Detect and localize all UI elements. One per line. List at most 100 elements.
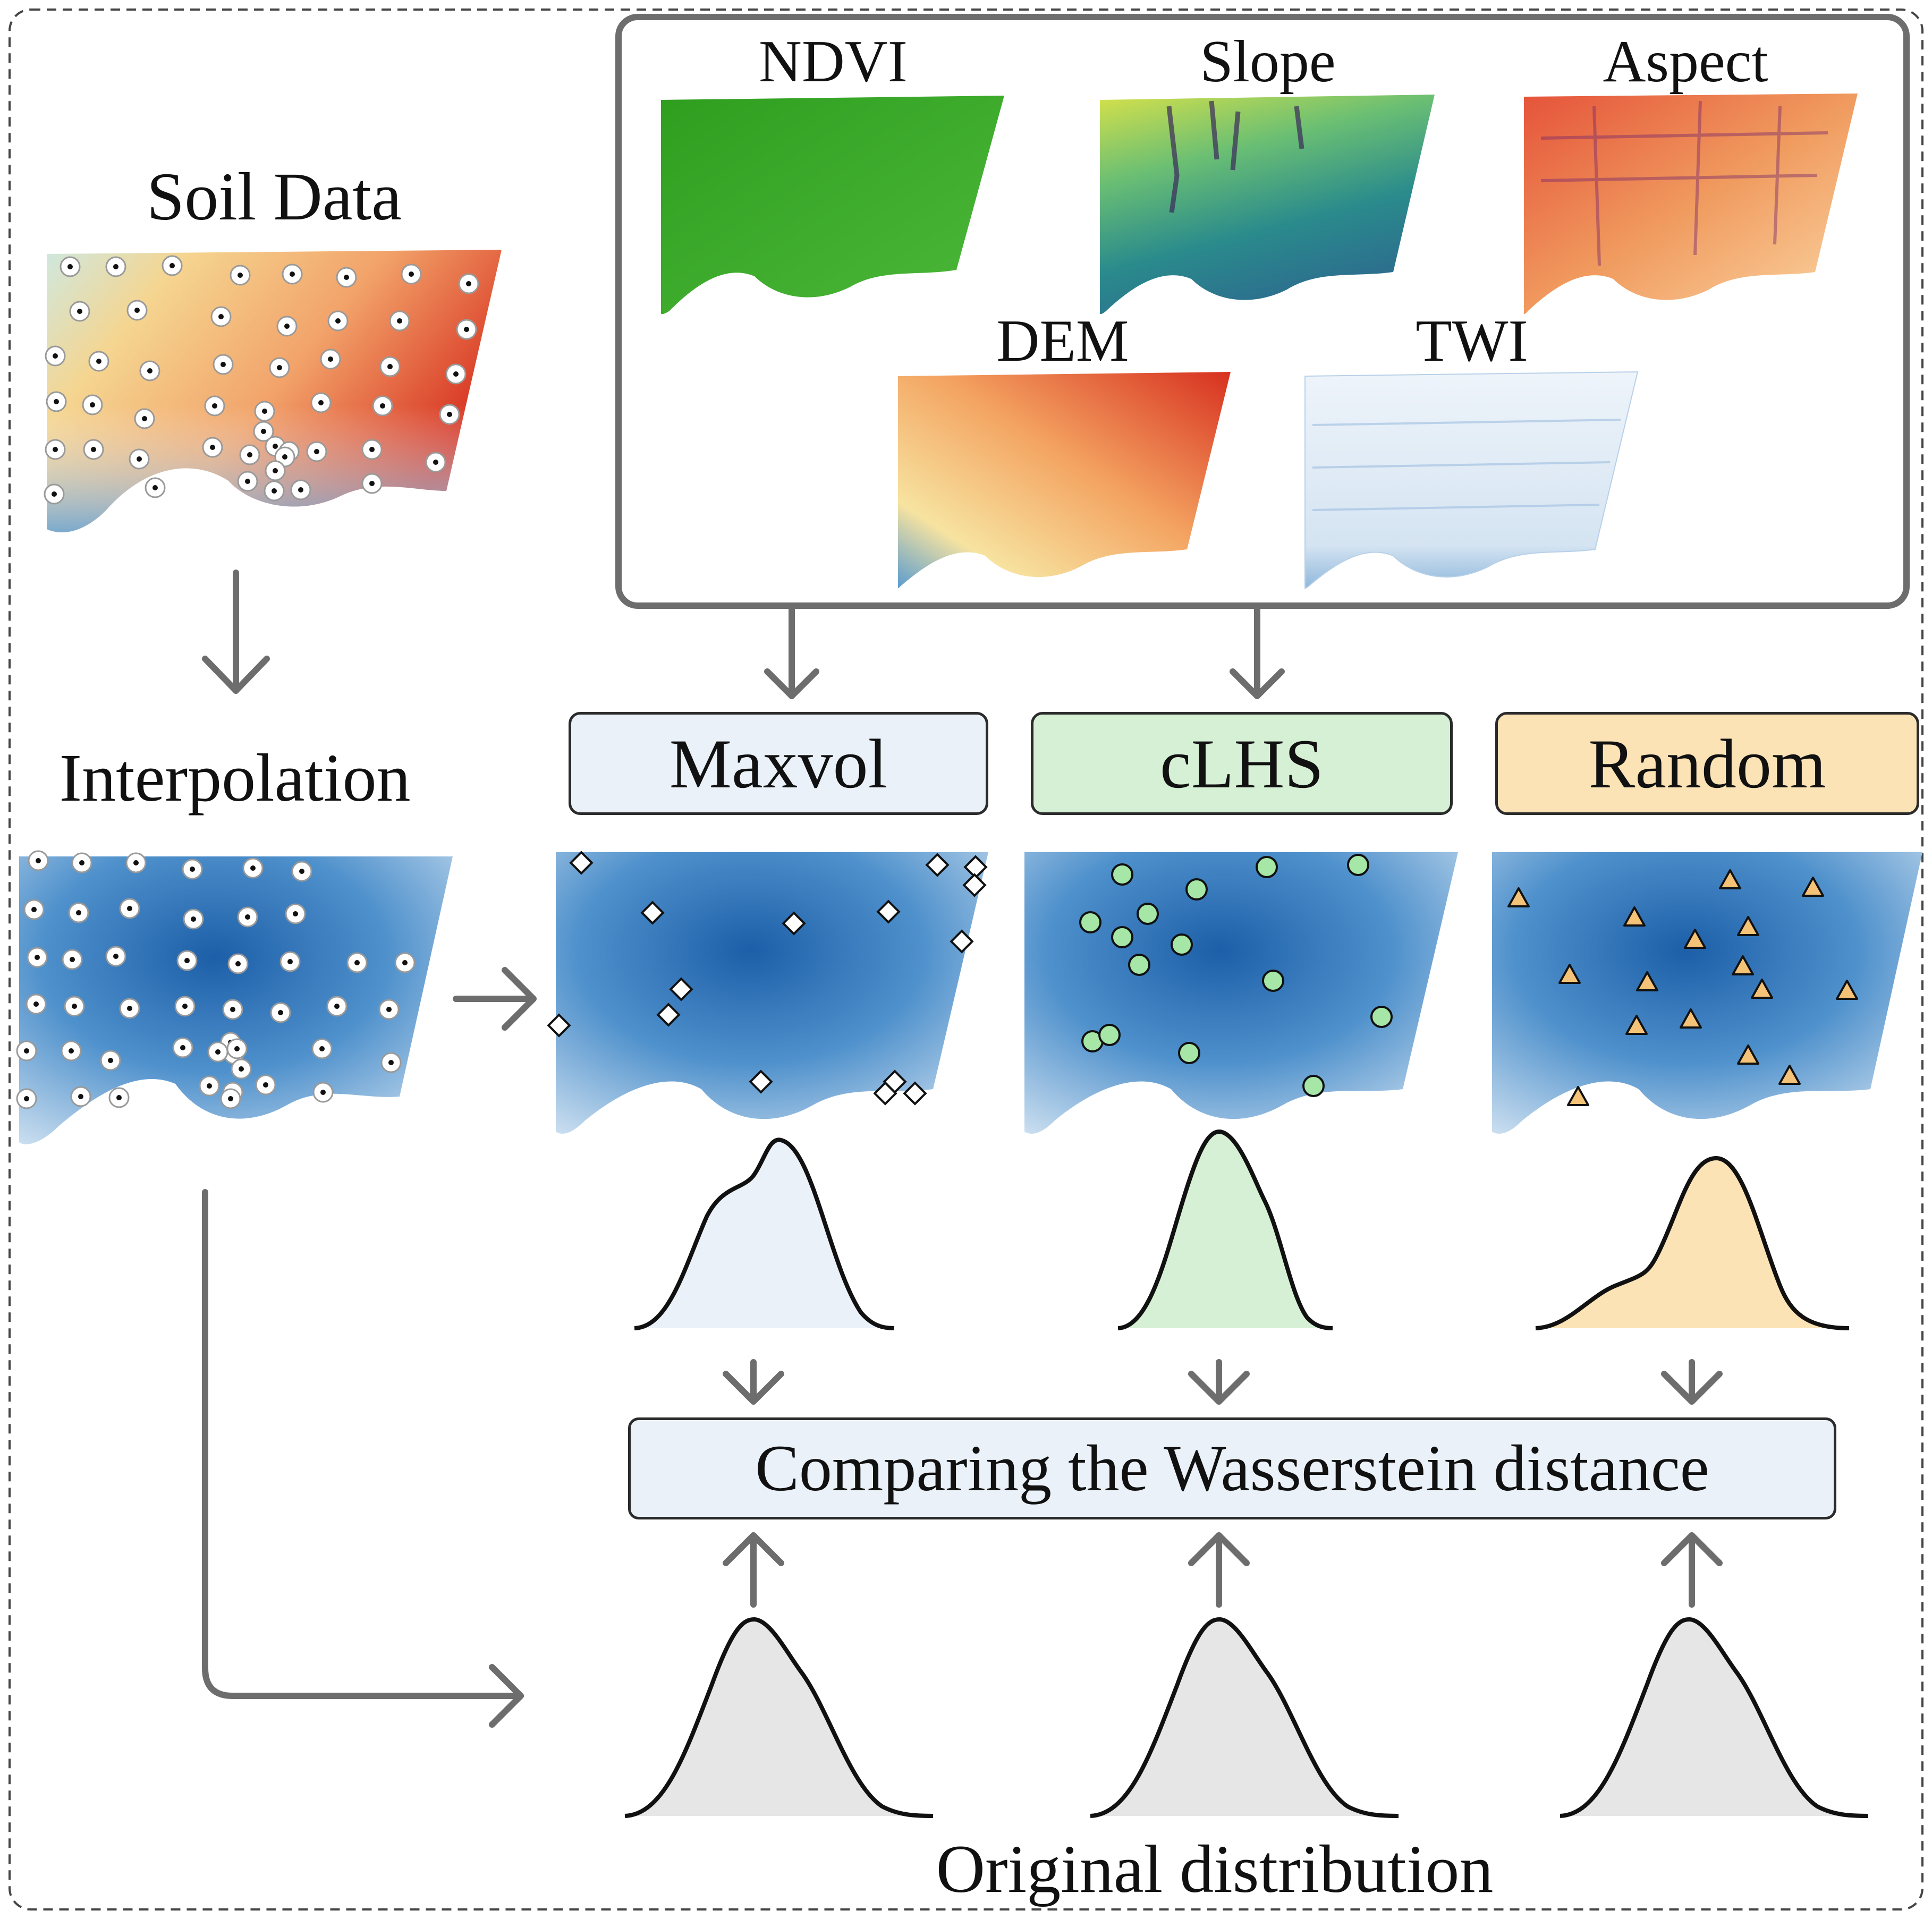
interpolation-sample-point-center [180, 1045, 185, 1050]
soil-sample-point-center [464, 327, 469, 332]
soil-sample-point-center [134, 308, 140, 313]
interpolation-sample-point-center [299, 869, 304, 874]
soil-sample-point-center [453, 371, 459, 377]
soil-sample-point-center [262, 409, 267, 414]
clhs-circle-icon [1137, 903, 1159, 925]
interpolation-sample-point-center [24, 1096, 29, 1101]
interpolation-sample-point-center [79, 860, 84, 865]
soil-sample-point-center [52, 491, 57, 497]
random-triangle-icon [1737, 916, 1759, 936]
random-triangle-icon [1558, 964, 1581, 984]
interpolation-sample-point-center [293, 911, 298, 916]
soil-sample-point-center [273, 468, 278, 473]
random-sample-map [1492, 852, 1922, 1134]
random-triangle-icon [1737, 1045, 1759, 1065]
interpolation-sample-point-center [234, 1046, 240, 1051]
interpolation-sample-point-center [36, 858, 41, 863]
maxvol-diamond-icon [950, 929, 974, 954]
interpolation-sample-point-center [113, 954, 118, 959]
maxvol-distribution [634, 1137, 894, 1330]
wasserstein-comparison-box: Comparing the Wasserstein distance [628, 1417, 1836, 1519]
ndvi-map [661, 96, 1004, 315]
arrow-covariates-to-clhs [1230, 602, 1285, 699]
interpolation-sample-point-center [388, 1060, 394, 1065]
interpolation-sample-point-center [235, 961, 241, 966]
maxvol-diamond-icon [656, 1003, 681, 1027]
soil-sample-point-center [397, 318, 402, 324]
random-triangle-icon [1625, 1015, 1648, 1035]
interpolation-title: Interpolation [59, 740, 411, 816]
soil-sample-point-center [247, 452, 252, 457]
maxvol-diamond-icon [547, 1013, 571, 1038]
interpolation-sample-point-center [239, 1066, 244, 1072]
soil-sample-point-center [328, 356, 333, 362]
soil-sample-point-center [282, 454, 287, 460]
interpolation-sample-point-center [78, 1094, 83, 1099]
soil-sample-point-center [67, 264, 73, 269]
arrow-original-up-3 [1661, 1532, 1723, 1608]
soil-sample-point-center [277, 365, 282, 370]
interpolation-sample-point-center [133, 860, 139, 865]
random-triangle-icon [1680, 1008, 1702, 1029]
twi-title: TWI [1416, 308, 1528, 374]
interpolation-sample-point-center [35, 955, 40, 960]
random-box: Random [1495, 712, 1919, 815]
maxvol-diamond-icon [903, 1081, 927, 1106]
random-triangle-icon [1836, 980, 1858, 1000]
soil-sample-point-center [314, 449, 319, 454]
arrow-random-dist-down [1661, 1359, 1723, 1405]
soil-sample-point-center [90, 402, 95, 407]
soil-sample-point-center [261, 429, 266, 434]
interpolation-sample-point-center [24, 1048, 29, 1054]
random-triangle-icon [1719, 869, 1741, 889]
interpolation-sample-point-center [230, 1007, 235, 1012]
soil-sample-point-center [53, 447, 58, 452]
random-triangle-icon [1684, 929, 1706, 949]
soil-sample-point-center [273, 444, 278, 449]
twi-map [1304, 371, 1639, 589]
arrow-original-up-1 [723, 1532, 784, 1608]
interpolation-sample-point-center [320, 1090, 326, 1095]
interpolation-sample-point-center [278, 1010, 283, 1015]
soil-sample-point-center [142, 416, 147, 421]
soil-sample-point-center [113, 264, 118, 269]
interpolation-map [16, 850, 453, 1144]
interpolation-sample-point-center [184, 958, 190, 963]
interpolation-sample-point-center [127, 1006, 132, 1011]
soil-sample-point-center [290, 271, 295, 277]
interpolation-sample-point-center [386, 1007, 392, 1012]
interpolation-sample-point-center [72, 1004, 77, 1009]
arrow-covariates-to-maxvol [764, 602, 819, 699]
soil-sample-point-center [77, 309, 82, 314]
aspect-title: Aspect [1603, 29, 1768, 95]
clhs-circle-icon [1370, 1006, 1393, 1028]
maxvol-diamond-icon [962, 873, 987, 897]
maxvol-box: Maxvol [569, 712, 988, 815]
original-distribution-label: Original distribution [936, 1831, 1494, 1907]
soil-sample-point-center [466, 281, 471, 286]
clhs-circle-icon [1111, 926, 1133, 948]
soil-sample-point-center [272, 488, 277, 494]
interpolation-sample-point-center [207, 1083, 212, 1089]
interpolation-sample-point-center [76, 910, 81, 915]
clhs-box: cLHS [1031, 712, 1453, 815]
covariates-panel [615, 14, 1910, 609]
soil-sample-point-center [96, 359, 101, 364]
interpolation-sample-point-center [228, 1096, 233, 1101]
interpolation-sample-point-center [31, 907, 37, 912]
clhs-circle-icon [1178, 1042, 1200, 1064]
soil-sample-point-center [380, 403, 385, 409]
interpolation-sample-point-center [334, 1004, 340, 1009]
interpolation-sample-point-center [319, 1046, 325, 1051]
flow-arrows [202, 570, 1723, 1728]
interpolation-sample-point-center [402, 960, 408, 965]
soil-sample-point-center [284, 324, 290, 329]
arrow-maxvol-dist-down [723, 1359, 784, 1405]
soil-sample-point-center [344, 275, 349, 280]
maxvol-diamond-icon [749, 1069, 773, 1094]
dem-map [898, 372, 1231, 589]
clhs-circle-icon [1111, 863, 1133, 886]
random-label: Random [1588, 724, 1826, 803]
dem-title: DEM [996, 308, 1129, 374]
